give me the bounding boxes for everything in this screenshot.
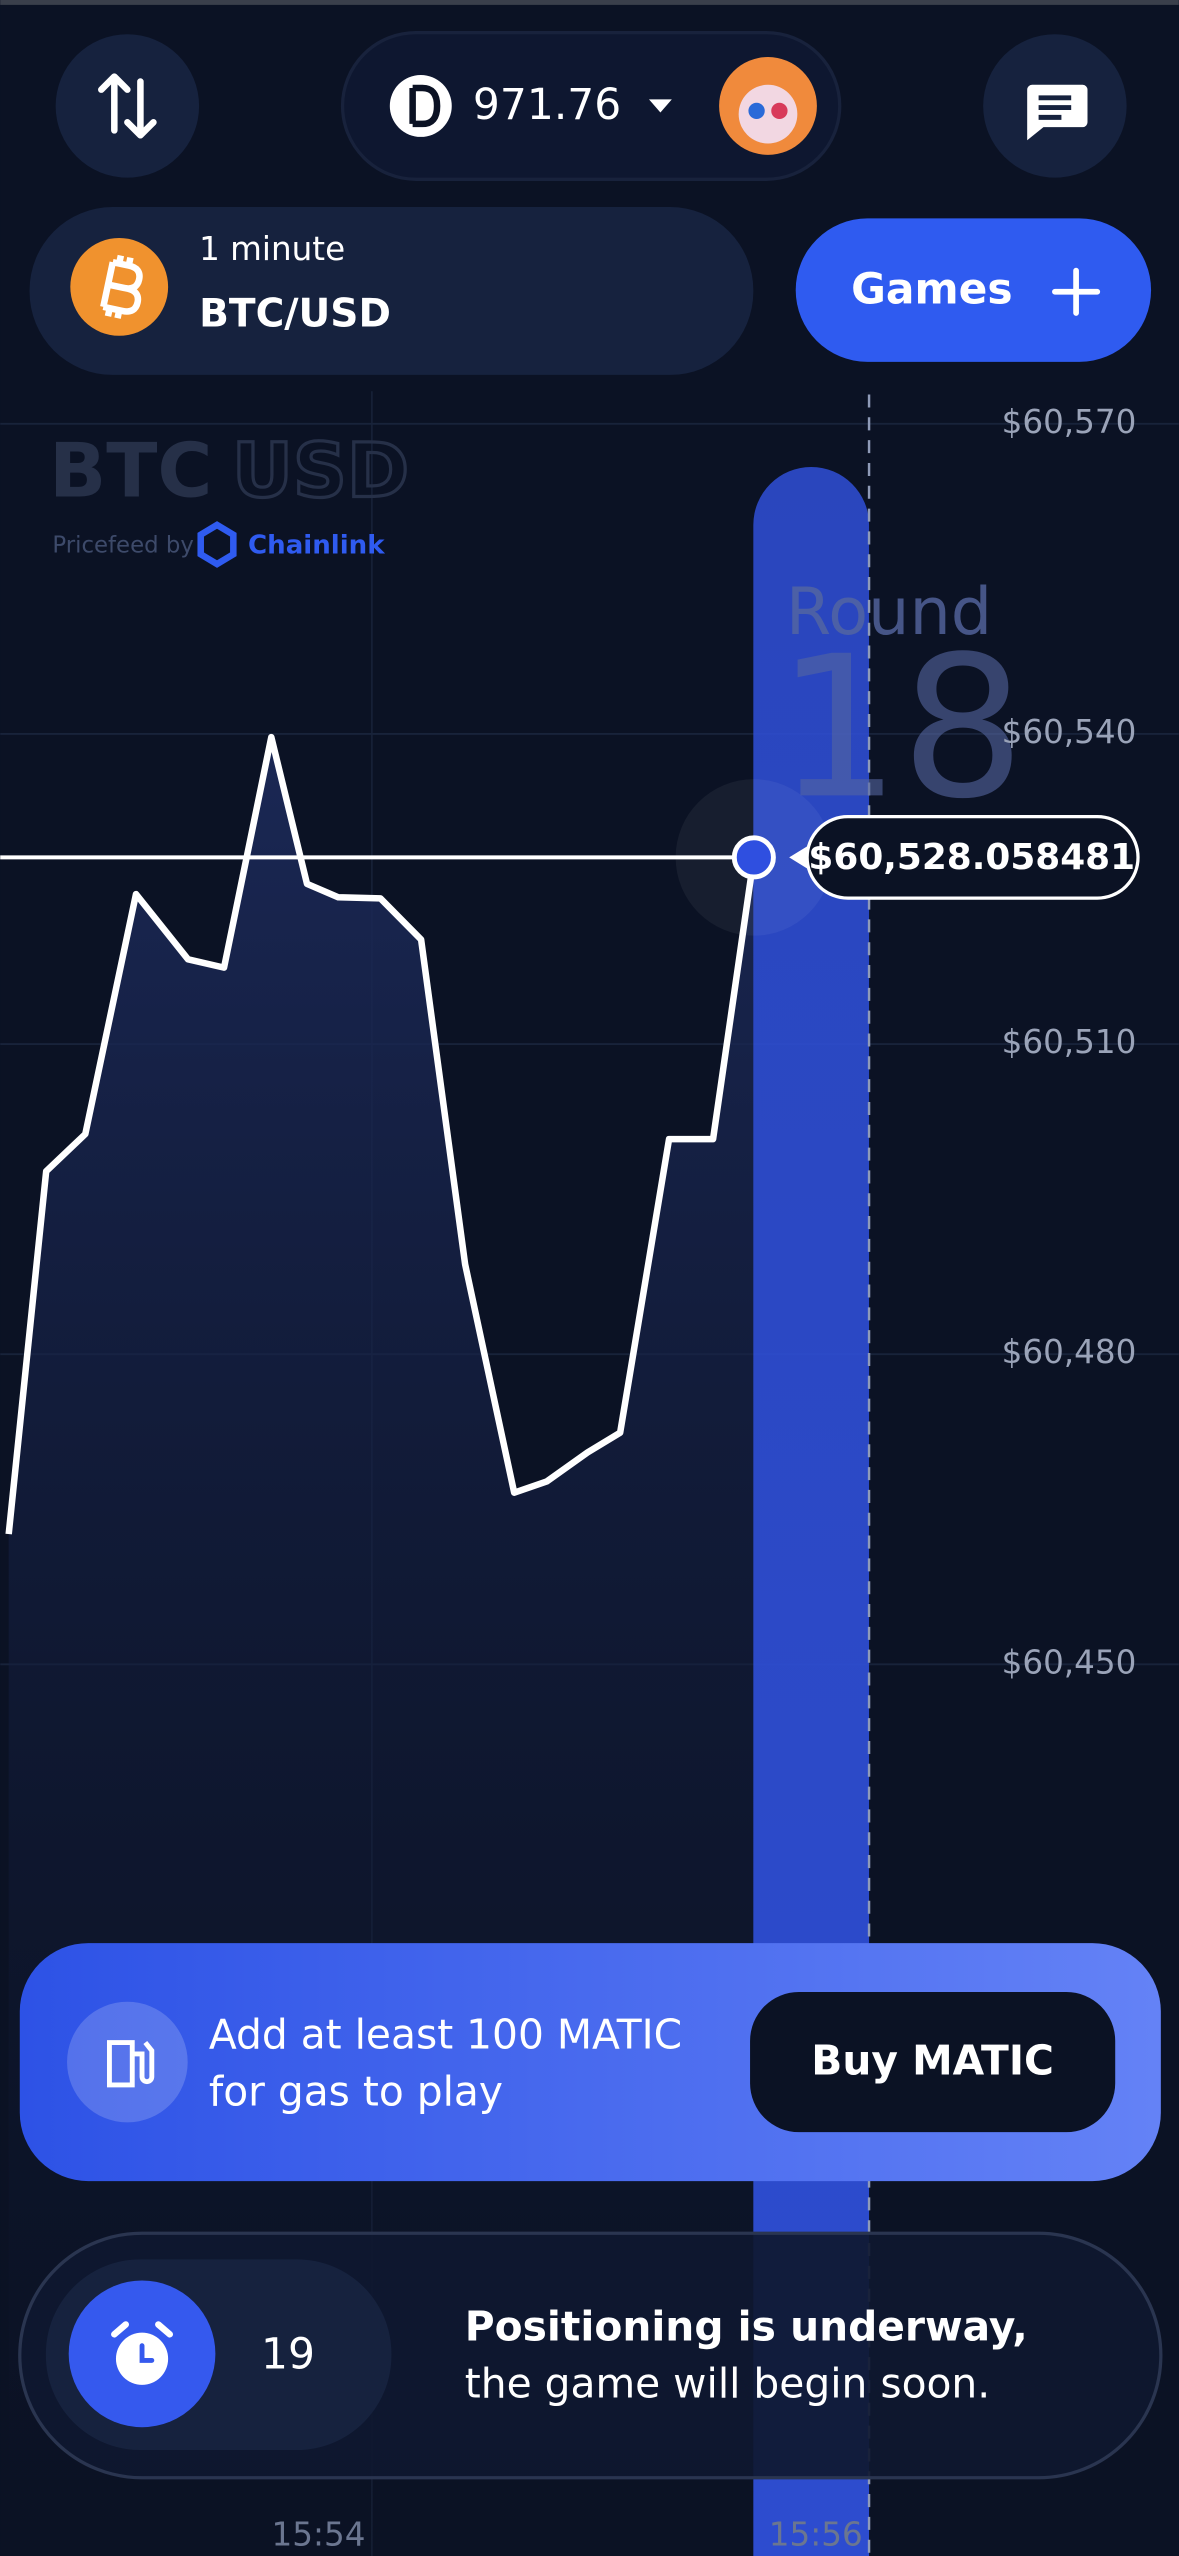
round-number: 18 — [776, 614, 1025, 842]
avatar-eye — [748, 102, 765, 119]
pair-selector[interactable] — [29, 207, 754, 375]
coin-glyph — [409, 84, 441, 128]
coin-icon — [389, 74, 452, 137]
status-message-line: Positioning is underway, — [465, 2302, 1028, 2350]
top-border — [0, 0, 1179, 5]
gas-icon-bg — [67, 2001, 188, 2123]
games-button[interactable] — [795, 218, 1152, 362]
price-tag — [805, 815, 1140, 900]
chainlink-logo — [197, 521, 237, 568]
avatar-face — [738, 84, 798, 144]
balance-pill[interactable] — [340, 30, 842, 181]
balance-caret[interactable] — [648, 99, 672, 113]
price-dot — [731, 835, 776, 880]
gas-message-line: Add at least 100 MATIC — [209, 2011, 682, 2059]
buy-matic-button[interactable] — [750, 1991, 1116, 2133]
gas-icon — [106, 2040, 155, 2088]
balance: 971.76 — [473, 80, 621, 129]
price-tag-label: $60,528.058481 — [808, 837, 1135, 878]
y-tick-label: $60,570 — [1002, 403, 1137, 441]
games-label: Games — [851, 264, 1013, 313]
clock-bells — [111, 2321, 174, 2338]
status-message-line: the game will begin soon. — [465, 2359, 990, 2407]
price-line — [5, 733, 758, 1535]
price-pointer — [789, 844, 811, 871]
watermark-base: BTC — [49, 426, 212, 514]
line-layer: $60,528.058481 — [0, 733, 1140, 1535]
buy-matic-label: Buy MATIC — [811, 2037, 1054, 2085]
y-tick-label: $60,480 — [1002, 1333, 1137, 1371]
pricefeed-label: Pricefeed by — [52, 533, 193, 559]
tick-layer: $60,570 $60,540 $60,510 $60,480 $60,450 15:54… — [272, 403, 1137, 2554]
chat-lines — [1038, 95, 1072, 120]
y-tick-label: $60,450 — [1002, 1643, 1137, 1681]
round-label: Round — [786, 574, 992, 650]
bitcoin-glyph — [100, 254, 143, 319]
y-tick-label: $60,510 — [1002, 1023, 1137, 1061]
countdown: 19 — [261, 2330, 315, 2379]
pair-symbol: BTC/USD — [199, 292, 391, 337]
x-tick-label: 15:56 — [769, 2515, 863, 2553]
swap-button[interactable] — [55, 34, 200, 178]
avatar-eye — [771, 102, 788, 119]
plus-icon — [1052, 267, 1101, 316]
swap-icon — [98, 73, 157, 139]
watermark-quote: USD — [232, 426, 409, 514]
provider-label: Chainlink — [248, 531, 385, 561]
pair-interval: 1 minute — [199, 230, 345, 268]
x-tick-label: 15:54 — [272, 2515, 366, 2553]
gas-message-line: for gas to play — [209, 2068, 503, 2116]
y-tick-label: $60,540 — [1002, 713, 1137, 751]
